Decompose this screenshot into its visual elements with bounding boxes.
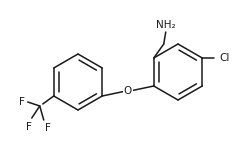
Text: O: O [124,86,132,96]
Text: Cl: Cl [219,53,230,63]
Text: F: F [26,122,32,132]
Text: F: F [45,123,51,133]
Text: NH₂: NH₂ [156,20,176,30]
Text: F: F [19,97,25,107]
